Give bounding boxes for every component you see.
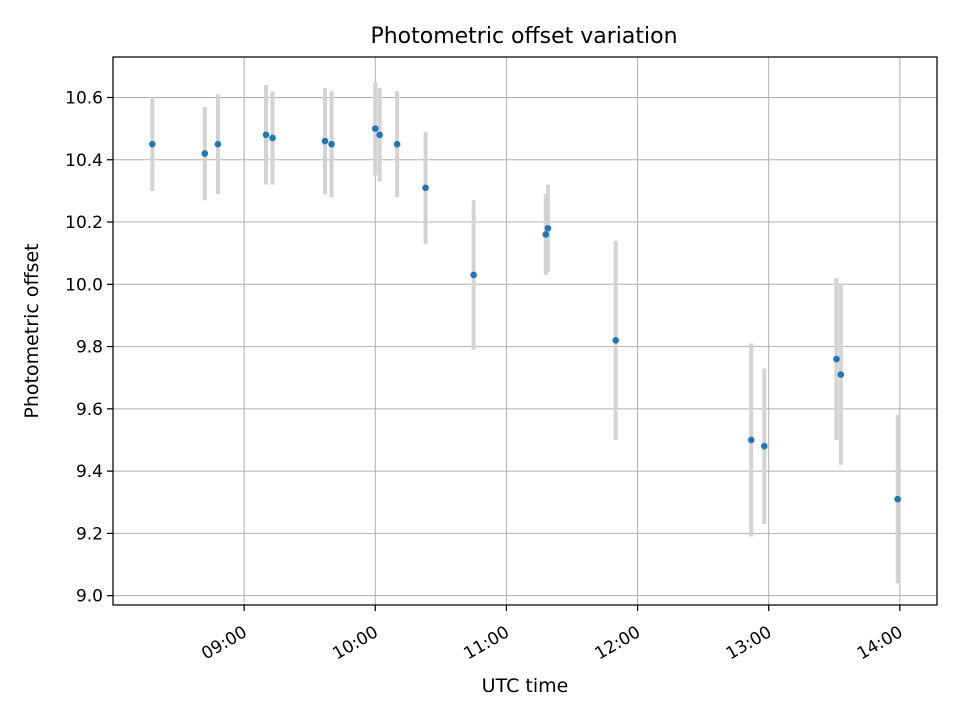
data-point (376, 131, 383, 139)
x-tick-label: 10:00 (329, 622, 381, 664)
data-point (837, 371, 845, 378)
y-axis-ticks: 9.0 9.2 9.4 9.6 9.8 10.0 10.2 10.4 10.6 (65, 88, 113, 607)
x-tick-label: 11:00 (460, 622, 512, 664)
data-point (544, 224, 552, 232)
data-point (149, 140, 156, 148)
y-axis-label: Photometric offset (21, 243, 43, 418)
data-point (470, 271, 477, 279)
data-point (422, 184, 429, 192)
y-tick-label: 9.8 (76, 338, 103, 358)
y-tick-label: 10.4 (65, 151, 103, 171)
y-tick-label: 9.0 (76, 587, 103, 607)
plot-area-frame (112, 56, 938, 606)
data-point (612, 337, 620, 344)
data-point (393, 140, 401, 148)
data-point (747, 436, 755, 444)
y-tick-label: 9.2 (76, 524, 103, 544)
x-tick-label: 12:00 (592, 622, 644, 664)
data-point (833, 355, 840, 363)
y-tick-label: 9.6 (76, 400, 103, 420)
x-axis-label: UTC time (482, 675, 569, 697)
data-point (894, 495, 901, 503)
data-point (321, 137, 329, 145)
y-tick-label: 10.6 (65, 88, 103, 108)
error-bars (150, 81, 900, 584)
x-tick-label: 09:00 (198, 622, 250, 664)
data-point (201, 150, 209, 157)
y-tick-label: 9.4 (76, 462, 103, 482)
chart-title: Photometric offset variation (370, 24, 677, 49)
data-point (262, 131, 270, 139)
data-point (269, 134, 276, 142)
data-point (328, 140, 335, 148)
data-points (149, 125, 901, 503)
data-point (214, 140, 222, 148)
data-point (542, 231, 550, 238)
y-tick-label: 10.2 (65, 213, 103, 233)
x-tick-label: 14:00 (854, 622, 906, 664)
gridlines (113, 57, 937, 605)
x-tick-label: 13:00 (723, 622, 775, 664)
data-point (761, 442, 768, 450)
x-axis-ticks: 09:00 10:00 11:00 12:00 13:00 14:00 (198, 605, 906, 664)
data-point (371, 125, 379, 132)
y-tick-label: 10.0 (65, 275, 103, 295)
